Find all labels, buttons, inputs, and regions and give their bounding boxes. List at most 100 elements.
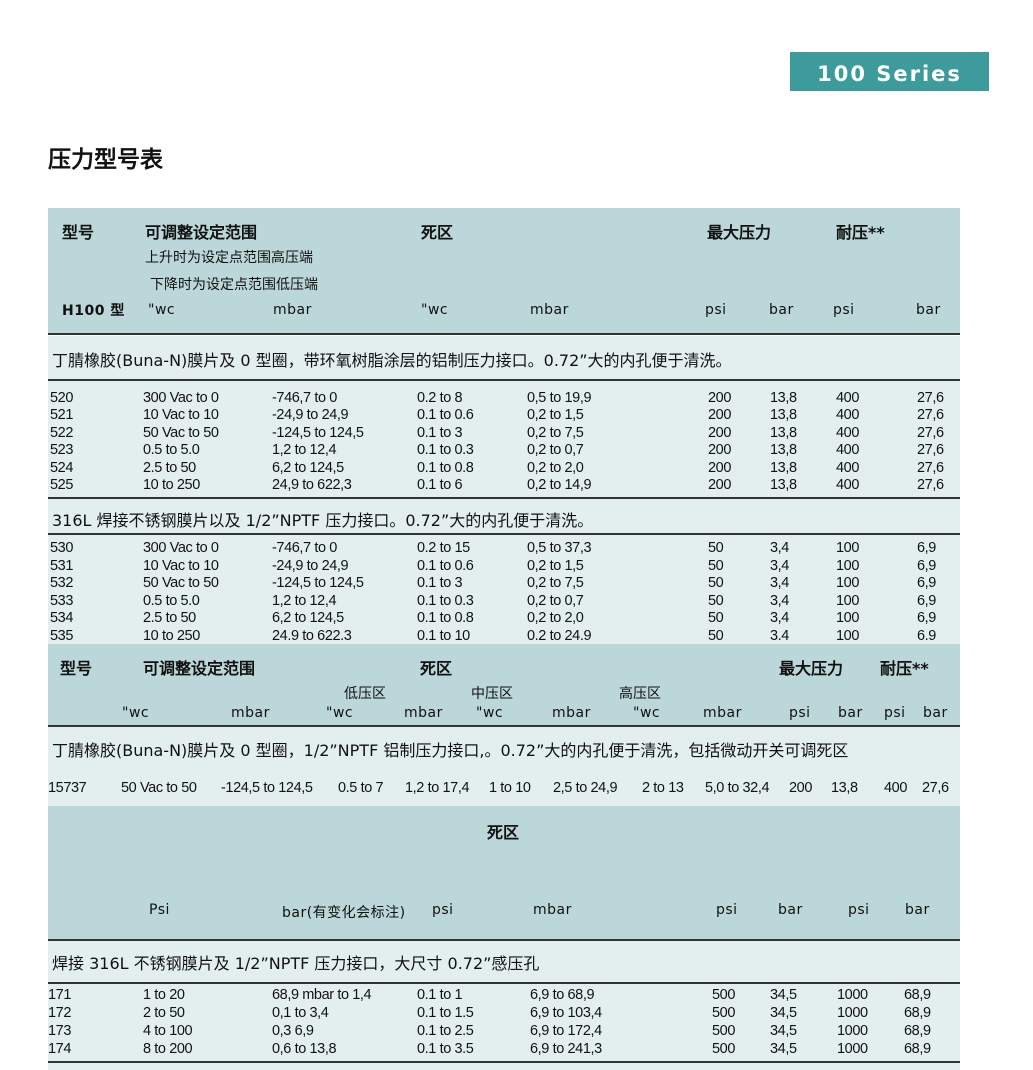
table-cell: 500 — [712, 1005, 735, 1021]
table-cell: 10 to 250 — [143, 477, 200, 493]
table-cell: 0,5 to 19,9 — [527, 390, 592, 406]
table-cell: 400 — [836, 390, 859, 406]
table-cell: 0,2 to 1,5 — [527, 557, 584, 574]
table-cell: 24,9 to 622,3 — [272, 477, 352, 493]
table-cell: 0,2 to 2,0 — [527, 610, 584, 627]
table-cell: 1000 — [837, 1023, 868, 1039]
table-cell: 0.1 to 6 — [417, 477, 463, 493]
table-cell: 13,8 — [770, 477, 797, 493]
table-cell: 68,9 — [904, 1041, 931, 1057]
table-cell: 6,9 to 172,4 — [530, 1023, 602, 1039]
table-cell: 0,2 to 2,0 — [527, 459, 584, 476]
unit-label: mbar — [533, 902, 572, 918]
table-cell: 535 — [50, 628, 73, 644]
table-cell: 6,9 to 103,4 — [530, 1005, 602, 1021]
table-cell: 0,2 to 1,5 — [527, 407, 584, 424]
table-cell: 1,2 to 17,4 — [405, 780, 470, 796]
table-cell: 534 — [50, 610, 73, 627]
table-cell: -124,5 to 124,5 — [272, 424, 364, 441]
table-cell: 68,9 — [904, 1005, 931, 1021]
table-cell: 2.5 to 50 — [143, 459, 196, 476]
table-cell: 6,9 — [917, 592, 936, 609]
zone-low: 低压区 — [344, 686, 386, 702]
table-cell: 200 — [708, 424, 731, 441]
header-max-pressure: 最大压力 — [707, 223, 772, 242]
table-cell: 174 — [48, 1041, 71, 1057]
page-title: 压力型号表 — [48, 147, 163, 173]
table-cell: 0.2 to 8 — [417, 390, 463, 406]
table-cell: 27,6 — [917, 424, 944, 441]
table-cell: 6,2 to 124,5 — [272, 610, 344, 627]
table-cell: 522 — [50, 424, 73, 441]
table-cell: 0.5 to 5.0 — [143, 592, 200, 609]
table-cell: 530 — [50, 540, 73, 556]
table-cell: 521 — [50, 407, 73, 424]
table-cell: 400 — [836, 407, 859, 424]
table-cell: 15737 — [48, 780, 87, 796]
table-cell: 34,5 — [770, 1023, 797, 1039]
unit-label: mbar — [231, 705, 270, 721]
table-cell: 10 Vac to 10 — [143, 407, 219, 424]
unit-label: psi — [833, 302, 855, 318]
table-cell: -24,9 to 24,9 — [272, 557, 349, 574]
table-cell: 0.1 to 0.3 — [417, 592, 474, 609]
table-cell: 0,2 to 7,5 — [527, 575, 584, 592]
series-badge: 100 Series — [790, 52, 989, 91]
table-cell: -124,5 to 124,5 — [221, 780, 313, 796]
unit-label: "wc — [326, 705, 354, 721]
unit-label: Psi — [149, 902, 170, 918]
table-cell: 0.1 to 0.8 — [417, 610, 474, 627]
table-cell: 68,9 mbar to 1,4 — [272, 987, 372, 1003]
table-cell: 6,9 to 68,9 — [530, 987, 595, 1003]
table-cell: 0,6 to 13,8 — [272, 1041, 337, 1057]
table-cell: 0.1 to 10 — [417, 628, 470, 644]
table-cell: 68,9 — [904, 987, 931, 1003]
table-cell: 50 — [708, 610, 724, 627]
table-cell: 1,2 to 12,4 — [272, 442, 337, 459]
unit-label: psi — [789, 705, 811, 721]
table-cell: 1000 — [837, 987, 868, 1003]
table-cell: 6,9 — [917, 557, 936, 574]
table-cell: 532 — [50, 575, 73, 592]
table-cell: 0.1 to 1 — [417, 987, 463, 1003]
table-cell: 0,3 6,9 — [272, 1023, 314, 1039]
table-cell: 3,4 — [770, 592, 789, 609]
table-cell: 523 — [50, 442, 73, 459]
table-cell: 2 to 13 — [642, 780, 684, 796]
table-cell: 6.9 — [917, 628, 936, 644]
table-cell: 50 — [708, 628, 724, 644]
header-proof-pressure: 耐压** — [880, 659, 929, 678]
table-cell: 400 — [884, 780, 907, 796]
table-cell: 400 — [836, 424, 859, 441]
table-cell: 10 Vac to 10 — [143, 557, 219, 574]
table-cell: 34,5 — [770, 987, 797, 1003]
table-cell: 13,8 — [770, 390, 797, 406]
table-cell: 400 — [836, 459, 859, 476]
unit-label: psi — [705, 302, 727, 318]
table-cell: 1,2 to 12,4 — [272, 592, 337, 609]
table-cell: 50 — [708, 540, 724, 556]
table-cell: 0.1 to 0.6 — [417, 407, 474, 424]
table-cell: 2,5 to 24,9 — [553, 780, 618, 796]
zone-high: 高压区 — [619, 686, 661, 702]
table-cell: 50 — [708, 592, 724, 609]
table-cell: 13,8 — [831, 780, 858, 796]
section-description: 316L 焊接不锈钢膜片以及 1/2”NPTF 压力接口。0.72”大的内孔便于… — [52, 511, 594, 530]
table-cell: 100 — [836, 540, 859, 556]
unit-label: psi — [884, 705, 906, 721]
table-cell: 0.2 to 24.9 — [527, 628, 592, 644]
table-cell: 3,4 — [770, 575, 789, 592]
unit-label: bar — [916, 302, 941, 318]
table-cell: 50 Vac to 50 — [143, 575, 219, 592]
table-cell: 10 to 250 — [143, 628, 200, 644]
table-cell: 524 — [50, 459, 73, 476]
table-cell: 0.1 to 0.6 — [417, 557, 474, 574]
unit-label: bar — [905, 902, 930, 918]
table-cell: 4 to 100 — [143, 1023, 193, 1039]
table-cell: -746,7 to 0 — [272, 390, 337, 406]
table-cell: 1 to 20 — [143, 987, 185, 1003]
desc-band — [48, 336, 960, 379]
table1-header — [48, 208, 960, 333]
unit-label: mbar — [273, 302, 312, 318]
table-cell: 6,9 — [917, 610, 936, 627]
